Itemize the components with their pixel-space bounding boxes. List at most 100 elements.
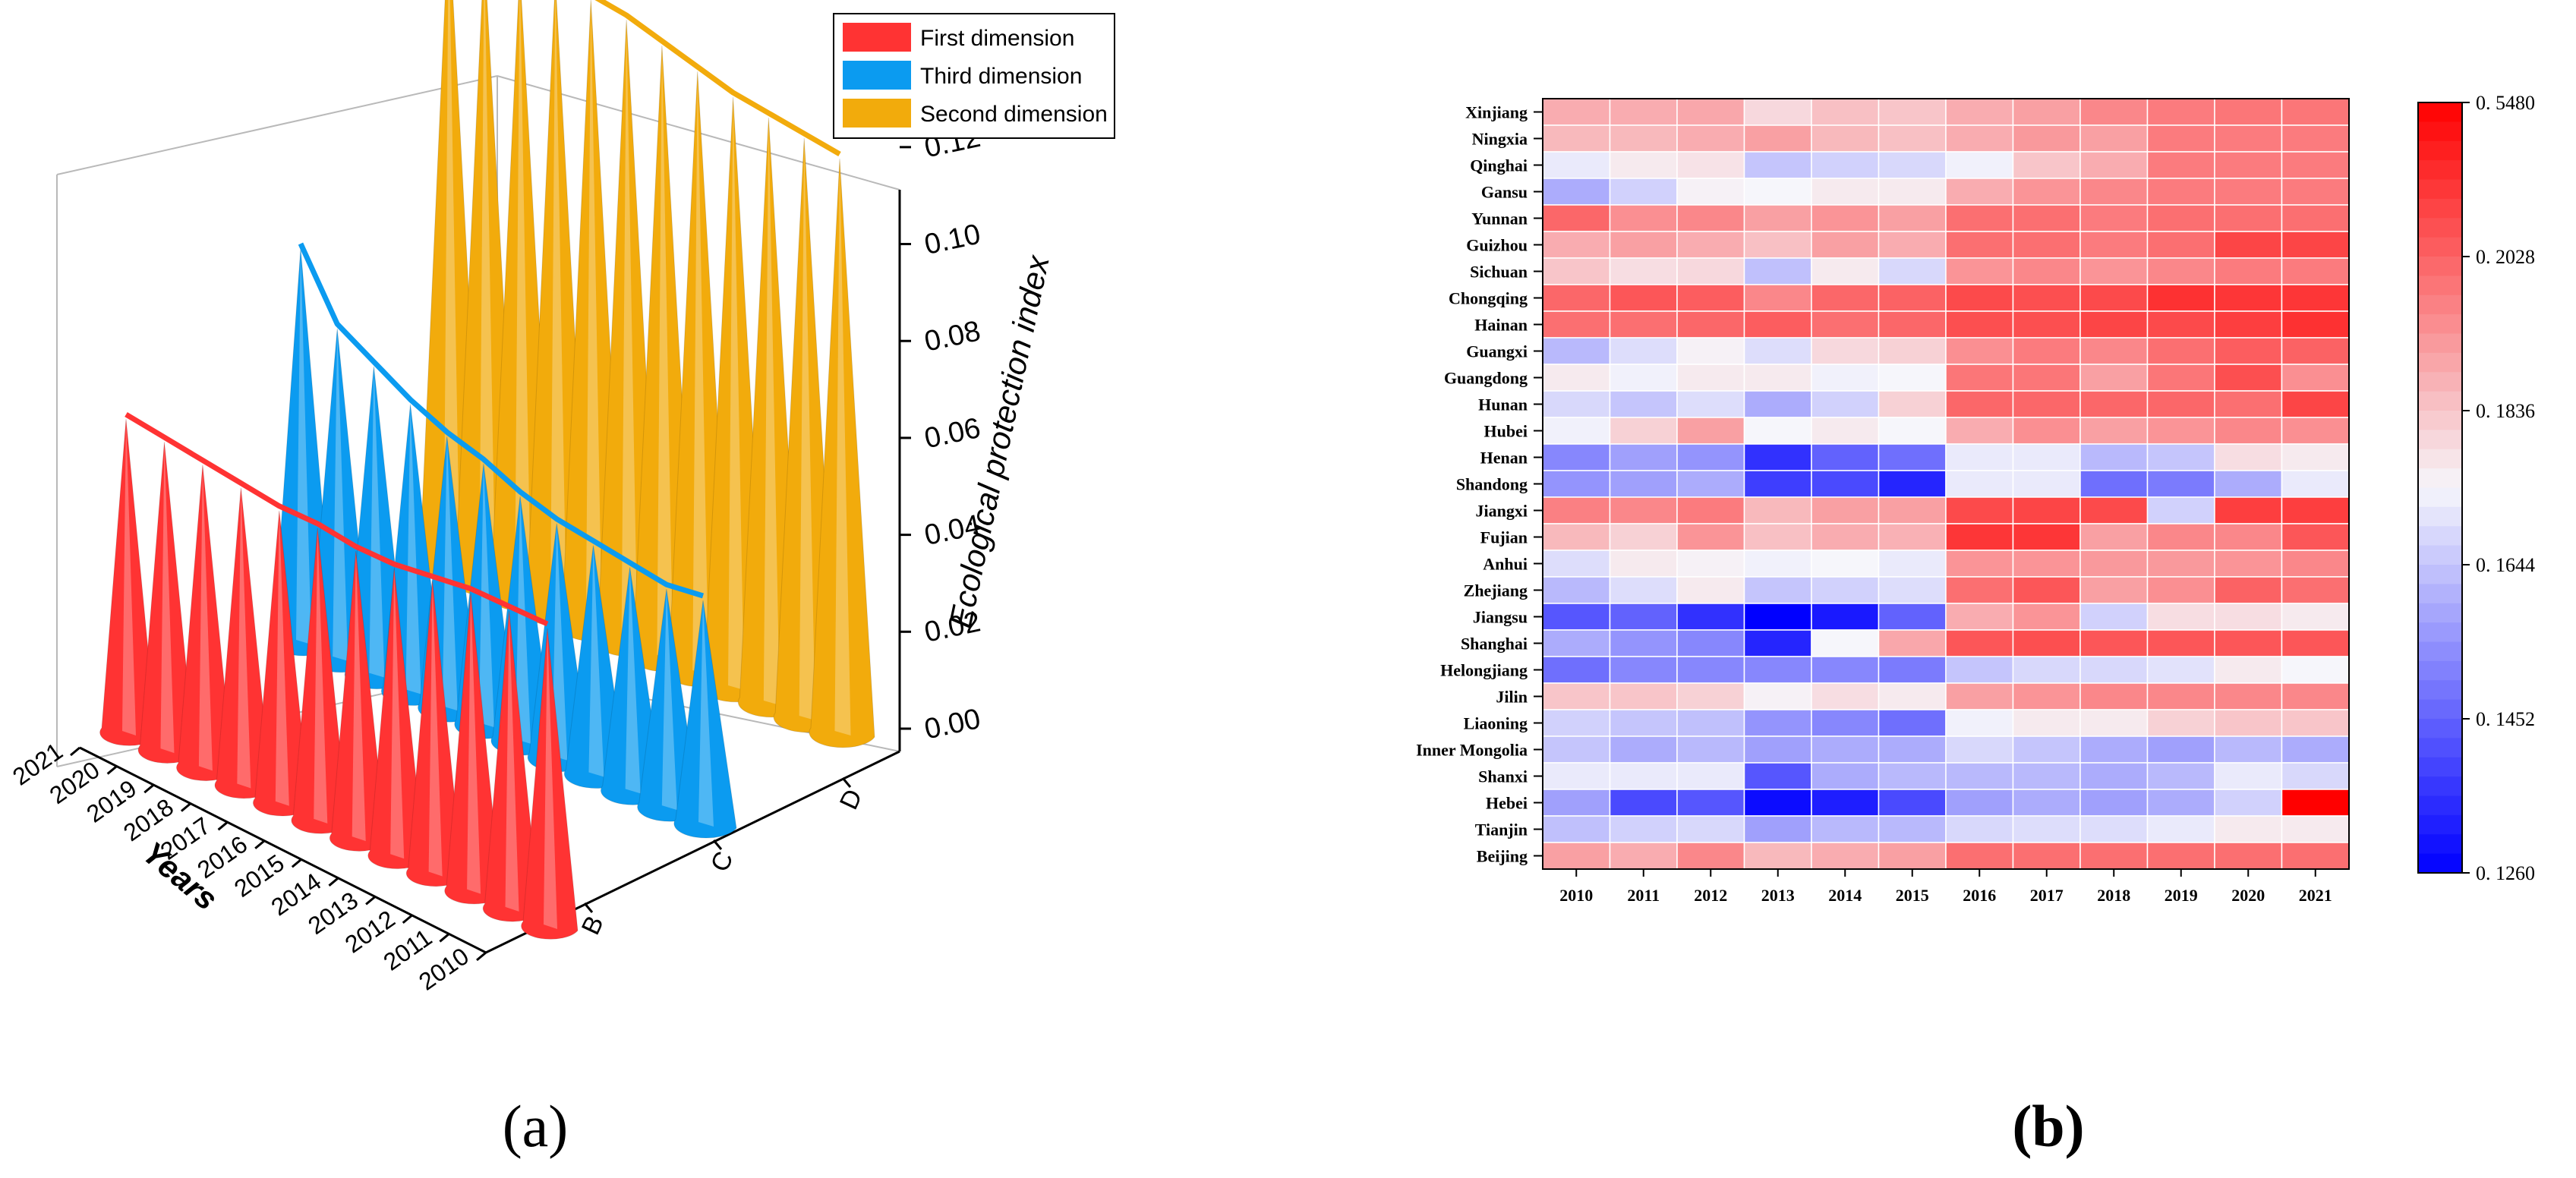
heatmap-cell (1542, 364, 1611, 392)
heatmap-cell (2281, 124, 2350, 153)
heatmap-cell (2281, 789, 2350, 817)
heatmap-cell (1743, 443, 1812, 471)
heatmap-cell (1811, 709, 1880, 737)
colorbar-tick-label: 0. 1260 (2476, 862, 2535, 884)
heatmap-cell (1811, 417, 1880, 445)
heatmap-cell (2281, 709, 2350, 737)
heatmap-cell (1945, 789, 2014, 817)
heatmap-cell (1676, 337, 1745, 365)
heatmap-cell (1743, 151, 1812, 179)
heatmap-cell (2079, 151, 2149, 179)
heatmap-cell (1878, 284, 1947, 312)
cone-bar-highlight (550, 0, 566, 614)
legend-entry-label: Second dimension (920, 102, 1108, 127)
heatmap-cell (1743, 417, 1812, 445)
heatmap-cell (2079, 417, 2149, 445)
heatmap-cell (2146, 815, 2215, 843)
series-trend-line (594, 0, 841, 157)
colorbar-segment (2418, 411, 2462, 430)
panel-a-label: (a) (503, 1093, 569, 1159)
heatmap-row-label: Qinghai (1470, 156, 1528, 175)
panel-a-3d-cone-chart: 2010201120122013201420152016201720182019… (8, 0, 1115, 996)
heatmap-cell (2012, 284, 2081, 312)
heatmap-col-label: 2016 (1963, 886, 1996, 905)
heatmap-cell (1945, 682, 2014, 710)
heatmap-cell (2079, 231, 2149, 259)
heatmap-cell (1609, 337, 1678, 365)
heatmap-cell (1945, 815, 2014, 843)
colorbar-segment (2418, 719, 2462, 739)
heatmap-cell (2079, 310, 2149, 339)
heatmap-cell (1676, 124, 1745, 153)
colorbar-segment (2418, 237, 2462, 257)
category-axis-tick-label: B (576, 912, 610, 940)
cone-bar-highlight (728, 97, 745, 690)
cone-bar-highlight (352, 551, 366, 842)
heatmap-cell (1811, 656, 1880, 684)
colorbar-segment (2418, 121, 2462, 142)
cone-bar-highlight (442, 436, 458, 711)
heatmap-cell (1609, 284, 1678, 312)
heatmap-cell (1878, 550, 1947, 578)
heatmap-cell (1945, 284, 2014, 312)
heatmap-cell (2079, 576, 2149, 604)
heatmap-cell (1811, 98, 1880, 126)
heatmap-cell (1811, 124, 1880, 153)
colorbar-tick-label: 0. 5480 (2476, 92, 2535, 114)
colorbar-segment (2418, 218, 2462, 238)
heatmap-cell (1676, 735, 1745, 764)
heatmap-cell (1945, 310, 2014, 339)
years-axis-tick (328, 877, 339, 887)
heatmap-cell (1811, 496, 1880, 524)
heatmap-cell (1878, 789, 1947, 817)
cone-bar-highlight (692, 71, 709, 675)
cone-bar-highlight (516, 496, 531, 744)
heatmap-cell (1811, 523, 1880, 551)
heatmap-cell (1542, 178, 1611, 206)
heatmap-cell (2146, 523, 2215, 551)
heatmap-row-label: Ningxia (1472, 130, 1528, 149)
colorbar-tick-label: 0. 2028 (2476, 246, 2535, 268)
heatmap-cell (1676, 417, 1745, 445)
heatmap-cell (1676, 762, 1745, 790)
heatmap-cell (2214, 257, 2283, 285)
cone-bar-highlight (296, 248, 311, 644)
heatmap-cell (1743, 124, 1812, 153)
heatmap-cell (2214, 231, 2283, 259)
heatmap-cell (2214, 496, 2283, 524)
heatmap-cell (1676, 496, 1745, 524)
heatmap-cell (1676, 656, 1745, 684)
colorbar-segment (2418, 622, 2462, 643)
heatmap-cell (1945, 735, 2014, 764)
heatmap-cell (2079, 257, 2149, 285)
heatmap-col-label: 2020 (2231, 886, 2265, 905)
heatmap-cell (1609, 231, 1678, 259)
cone-bar-highlight (314, 528, 328, 824)
heatmap-cell (2079, 337, 2149, 365)
heatmap-cell (1878, 443, 1947, 471)
heatmap-cell (2146, 284, 2215, 312)
heatmap-cell (1945, 337, 2014, 365)
heatmap-cell (1811, 231, 1880, 259)
heatmap-row-label: Hunan (1478, 395, 1528, 414)
heatmap-cell (1542, 789, 1611, 817)
heatmap-cell (1878, 735, 1947, 764)
heatmap-cell (1743, 364, 1812, 392)
heatmap-cell (1542, 603, 1611, 631)
heatmap-cell (2012, 735, 2081, 764)
heatmap-cell (1609, 815, 1678, 843)
heatmap-cell (1743, 603, 1812, 631)
heatmap-cell (1609, 98, 1678, 126)
series-trend-line (298, 242, 705, 599)
heatmap-cell (2079, 98, 2149, 126)
heatmap-cell (1542, 124, 1611, 153)
heatmap-cell (1676, 682, 1745, 710)
heatmap-row-label: Guizhou (1466, 236, 1528, 255)
heatmap-cell (1878, 178, 1947, 206)
heatmap-cell (1878, 709, 1947, 737)
heatmap-cell (2146, 98, 2215, 126)
heatmap-cell (2079, 842, 2149, 870)
heatmap-cell (2012, 789, 2081, 817)
heatmap-cell (1743, 842, 1812, 870)
heatmap-cell (1676, 443, 1745, 471)
